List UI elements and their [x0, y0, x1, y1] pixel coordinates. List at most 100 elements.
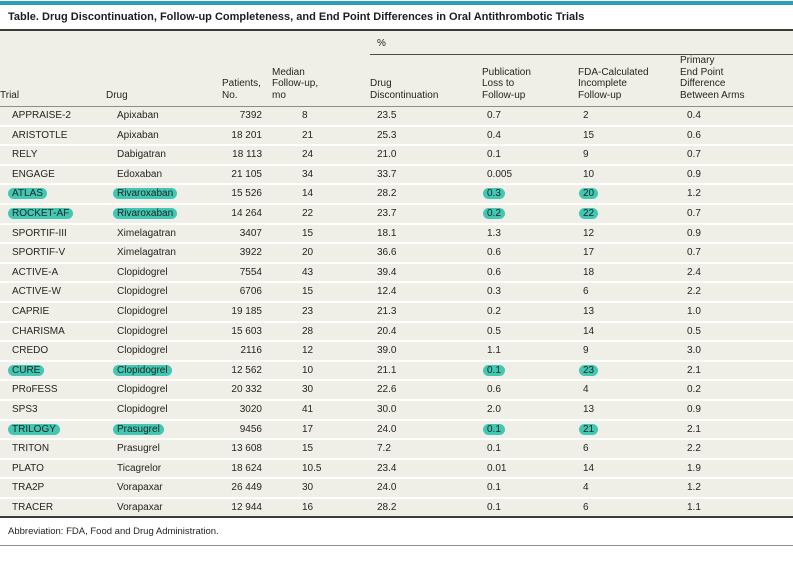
fda-incomplete-pct: 9 [583, 345, 589, 357]
patients-count: 18 113 [222, 146, 272, 166]
trial-name: ROCKET-AF [8, 207, 74, 219]
publication-loss-pct: 0.3 [483, 188, 505, 200]
col-header-trial: Trial [0, 55, 106, 107]
publication-loss-pct: 0.6 [487, 247, 501, 259]
table-row: SPORTIF-V Ximelagatran 3922 20 36.6 0.6 … [0, 244, 793, 264]
drug-discontinuation-pct: 22.6 [370, 381, 482, 401]
fda-incomplete-pct: 17 [583, 247, 595, 259]
table-row: ARISTOTLE Apixaban 18 201 21 25.3 0.4 15… [0, 127, 793, 147]
table-title: Table. Drug Discontinuation, Follow-up C… [0, 5, 793, 31]
patients-count: 14 264 [222, 205, 272, 225]
table-row: ACTIVE-W Clopidogrel 6706 15 12.4 0.3 6 … [0, 283, 793, 303]
endpoint-difference: 0.7 [680, 244, 793, 264]
trial-name: ACTIVE-W [12, 286, 61, 298]
fda-incomplete-pct: 9 [583, 149, 589, 161]
patients-count: 15 526 [222, 185, 272, 205]
trial-name: PRoFESS [12, 384, 58, 396]
fda-incomplete-pct: 4 [583, 384, 589, 396]
endpoint-difference: 0.4 [680, 107, 793, 127]
patients-count: 3922 [222, 244, 272, 264]
endpoint-difference: 1.2 [680, 185, 793, 205]
patients-count: 3407 [222, 225, 272, 245]
median-followup: 30 [302, 482, 314, 494]
publication-loss-pct: 0.1 [487, 443, 501, 455]
fda-incomplete-pct: 15 [583, 129, 595, 141]
table-row: SPS3 Clopidogrel 3020 41 30.0 2.0 13 0.9 [0, 401, 793, 421]
drug-discontinuation-pct: 7.2 [370, 440, 482, 460]
table-row: CHARISMA Clopidogrel 15 603 28 20.4 0.5 … [0, 323, 793, 343]
median-followup: 15 [302, 227, 314, 239]
endpoint-difference: 1.9 [680, 460, 793, 480]
patients-count: 9456 [222, 421, 272, 441]
trial-name: TRITON [12, 443, 50, 455]
median-followup: 17 [302, 423, 314, 435]
publication-loss-pct: 0.2 [487, 305, 501, 317]
publication-loss-pct: 0.7 [487, 110, 501, 121]
median-followup: 12 [302, 345, 314, 357]
publication-loss-pct: 0.1 [483, 364, 505, 376]
table-row: ENGAGE Edoxaban 21 105 34 33.7 0.005 10 … [0, 166, 793, 186]
endpoint-difference: 2.1 [680, 421, 793, 441]
drug-discontinuation-pct: 33.7 [370, 166, 482, 186]
drug-discontinuation-pct: 23.7 [370, 205, 482, 225]
drug-name: Rivaroxaban [113, 188, 178, 200]
trial-name: RELY [12, 149, 38, 161]
fda-incomplete-pct: 12 [583, 227, 595, 239]
publication-loss-pct: 0.6 [487, 266, 501, 278]
drug-discontinuation-pct: 12.4 [370, 283, 482, 303]
drug-name: Clopidogrel [117, 384, 168, 396]
table-row: PLATO Ticagrelor 18 624 10.5 23.4 0.01 1… [0, 460, 793, 480]
endpoint-difference: 2.2 [680, 283, 793, 303]
publication-loss-pct: 0.1 [483, 423, 505, 435]
publication-loss-pct: 0.4 [487, 129, 501, 141]
publication-loss-pct: 0.01 [487, 462, 507, 474]
publication-loss-pct: 1.1 [487, 345, 501, 357]
drug-discontinuation-pct: 24.0 [370, 421, 482, 441]
trial-name: ENGAGE [12, 168, 55, 180]
abbreviation-footnote: Abbreviation: FDA, Food and Drug Adminis… [0, 518, 793, 538]
median-followup: 10 [302, 364, 314, 376]
drug-name: Clopidogrel [117, 403, 168, 415]
trial-name: TRILOGY [8, 423, 60, 435]
publication-loss-pct: 2.0 [487, 403, 501, 415]
median-followup: 8 [302, 110, 308, 121]
endpoint-difference: 3.0 [680, 342, 793, 362]
col-header-patients: Patients, No. [222, 55, 272, 107]
table-row: TRA2P Vorapaxar 26 449 30 24.0 0.1 4 1.2 [0, 479, 793, 499]
median-followup: 43 [302, 266, 314, 278]
fda-incomplete-pct: 14 [583, 462, 595, 474]
median-followup: 15 [302, 443, 314, 455]
trials-table: % Trial Drug Patients, No. Median Follow… [0, 31, 793, 519]
drug-name: Vorapaxar [117, 482, 163, 494]
drug-name: Ticagrelor [117, 462, 162, 474]
median-followup: 21 [302, 129, 314, 141]
drug-name: Clopidogrel [117, 305, 168, 317]
fda-incomplete-pct: 22 [579, 207, 599, 219]
trial-name: TRACER [12, 501, 54, 513]
table-row: ACTIVE-A Clopidogrel 7554 43 39.4 0.6 18… [0, 264, 793, 284]
table-row: RELY Dabigatran 18 113 24 21.0 0.1 9 0.7 [0, 146, 793, 166]
drug-discontinuation-pct: 18.1 [370, 225, 482, 245]
endpoint-difference: 2.2 [680, 440, 793, 460]
drug-name: Clopidogrel [117, 266, 168, 278]
trial-name: APPRAISE-2 [12, 110, 71, 121]
drug-name: Clopidogrel [117, 286, 168, 298]
patients-count: 15 603 [222, 323, 272, 343]
median-followup: 10.5 [302, 462, 322, 474]
drug-discontinuation-pct: 23.5 [370, 107, 482, 127]
median-followup: 28 [302, 325, 314, 337]
drug-name: Dabigatran [117, 149, 166, 161]
drug-discontinuation-pct: 39.4 [370, 264, 482, 284]
publication-loss-pct: 0.1 [487, 501, 501, 513]
median-followup: 20 [302, 247, 314, 259]
patients-count: 2116 [222, 342, 272, 362]
median-followup: 30 [302, 384, 314, 396]
trial-name: CREDO [12, 345, 49, 357]
patients-count: 12 944 [222, 499, 272, 519]
drug-name: Apixaban [117, 110, 159, 121]
col-header-discontinuation: Drug Discontinuation [370, 55, 482, 107]
patients-count: 20 332 [222, 381, 272, 401]
median-followup: 23 [302, 305, 314, 317]
fda-incomplete-pct: 21 [579, 423, 599, 435]
endpoint-difference: 0.9 [680, 225, 793, 245]
